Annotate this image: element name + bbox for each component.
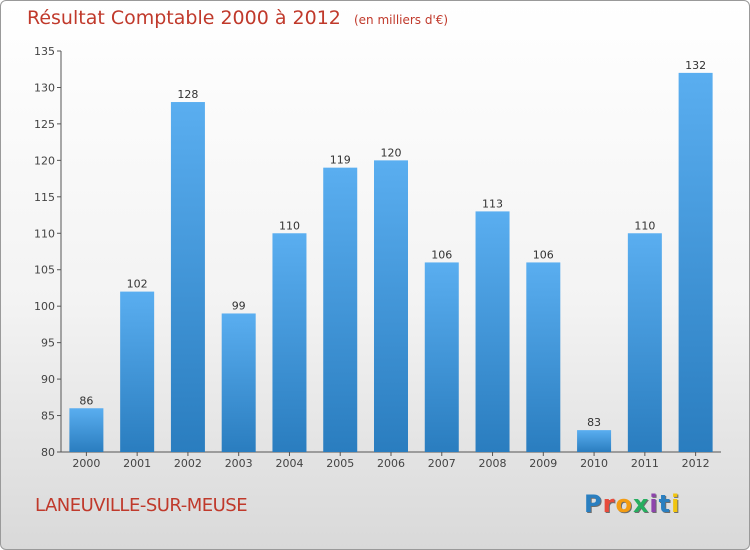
y-tick-label: 80: [41, 446, 55, 459]
logo-letter: i: [671, 490, 681, 518]
y-tick-label: 125: [34, 118, 55, 131]
x-tick-label: 2010: [580, 457, 608, 470]
x-tick-label: 2005: [326, 457, 354, 470]
bar: [221, 313, 256, 452]
logo-letter: i: [649, 490, 659, 518]
y-tick-label: 100: [34, 300, 55, 313]
logo-letter: P: [584, 490, 603, 518]
bar: [526, 262, 561, 452]
bar-value-label: 102: [127, 278, 148, 291]
y-tick-label: 130: [34, 81, 55, 94]
chart-title: Résultat Comptable 2000 à 2012: [27, 7, 341, 29]
y-tick-label: 120: [34, 154, 55, 167]
bar-value-label: 106: [533, 248, 554, 261]
bar-value-label: 110: [634, 219, 655, 232]
bar-value-label: 132: [685, 59, 706, 72]
bar: [120, 291, 155, 452]
logo-letter: o: [615, 490, 633, 518]
bar-value-label: 113: [482, 197, 503, 210]
bar-value-label: 83: [587, 416, 601, 429]
y-tick-label: 105: [34, 264, 55, 277]
x-tick-label: 2002: [174, 457, 202, 470]
bar: [678, 72, 713, 452]
x-tick-label: 2003: [225, 457, 253, 470]
bar-value-label: 86: [79, 394, 93, 407]
bar-value-label: 119: [330, 154, 351, 167]
bar: [627, 233, 662, 452]
bar: [577, 430, 612, 452]
title-block: Résultat Comptable 2000 à 2012 (en milli…: [27, 7, 448, 29]
x-tick-label: 2000: [72, 457, 100, 470]
commune-name: LANEUVILLE-SUR-MEUSE: [35, 495, 248, 516]
bar-value-label: 128: [177, 88, 198, 101]
bar: [323, 167, 358, 452]
bar: [170, 102, 205, 452]
y-tick-label: 90: [41, 373, 55, 386]
x-tick-label: 2007: [428, 457, 456, 470]
bar: [424, 262, 459, 452]
logo-letter: x: [632, 490, 650, 518]
bar-value-label: 106: [431, 248, 452, 261]
bar-value-label: 99: [232, 299, 246, 312]
bar: [374, 160, 408, 452]
logo-letter: r: [602, 490, 616, 518]
bar: [475, 211, 510, 452]
y-tick-label: 95: [41, 337, 55, 350]
x-tick-label: 2006: [377, 457, 405, 470]
x-tick-label: 2011: [631, 457, 659, 470]
proxiti-logo: Proxiti: [584, 490, 680, 518]
chart-unit: (en milliers d'€): [353, 13, 449, 27]
bar: [272, 233, 307, 452]
x-tick-label: 2001: [123, 457, 151, 470]
y-tick-label: 85: [41, 410, 55, 423]
x-tick-label: 2009: [529, 457, 557, 470]
y-tick-label: 110: [34, 227, 55, 240]
bar-value-label: 120: [381, 146, 402, 159]
y-tick-label: 115: [34, 191, 55, 204]
y-tick-label: 135: [34, 45, 55, 58]
logo-letter: t: [658, 490, 672, 518]
x-tick-label: 2012: [682, 457, 710, 470]
bar-value-label: 110: [279, 219, 300, 232]
x-tick-label: 2004: [275, 457, 303, 470]
bar: [69, 408, 104, 452]
x-tick-label: 2008: [479, 457, 507, 470]
